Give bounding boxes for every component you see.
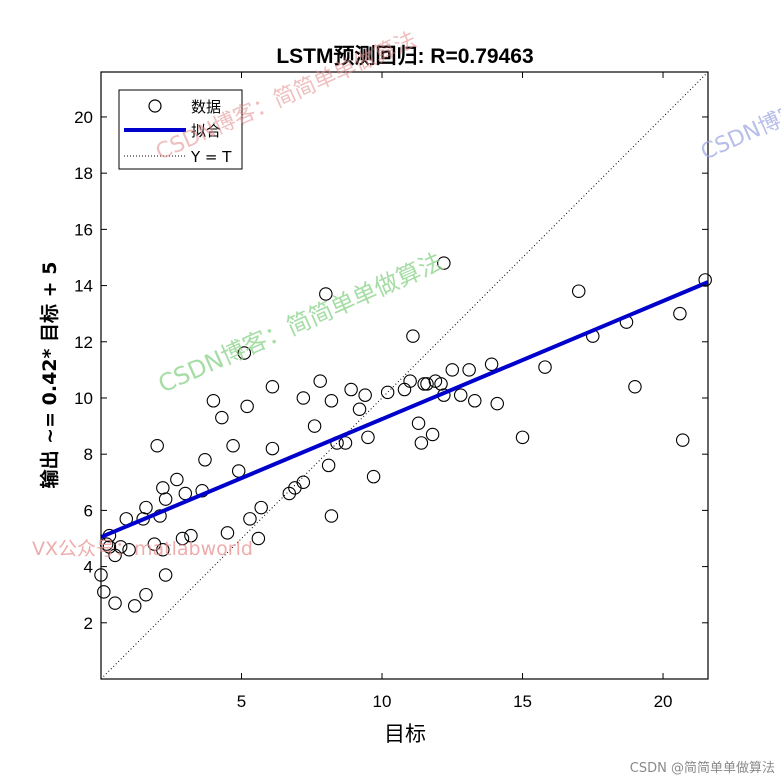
- data-point: [414, 436, 429, 450]
- data-point: [127, 599, 142, 613]
- y-tick-label: 20: [74, 108, 93, 127]
- data-point: [324, 509, 339, 523]
- x-tick-label: 20: [654, 692, 673, 711]
- data-point: [122, 542, 136, 557]
- y-tick-label: 6: [84, 501, 93, 520]
- data-point: [468, 394, 482, 408]
- data-point: [198, 453, 212, 467]
- data-point: [484, 357, 499, 372]
- plot-marks: [94, 71, 712, 680]
- data-point: [215, 410, 229, 425]
- legend-label-data: 数据: [191, 98, 221, 116]
- x-axis-label: 目标: [384, 722, 426, 746]
- x-tick-label: 5: [237, 692, 246, 711]
- data-point: [206, 394, 221, 408]
- data-point: [313, 374, 327, 388]
- data-point: [254, 500, 268, 515]
- data-point: [358, 388, 372, 402]
- watermark-text: CSDN博客：简简单单做算法: [697, 28, 781, 166]
- data-point: [158, 492, 173, 506]
- data-point: [406, 329, 420, 343]
- data-point: [425, 427, 440, 442]
- data-point: [380, 385, 395, 400]
- data-point: [673, 306, 687, 321]
- data-point: [240, 399, 254, 414]
- data-point: [220, 526, 235, 540]
- data-point: [462, 363, 476, 377]
- data-point: [437, 256, 451, 270]
- y-tick-label: 10: [74, 389, 93, 408]
- data-point: [698, 273, 712, 287]
- y-tick-label: 14: [74, 277, 93, 296]
- y-tick-label: 2: [84, 614, 93, 633]
- axis-ticks: 5 10 15 20 2 4 6 8 10 12 14 16 18 20: [74, 72, 708, 711]
- data-point: [628, 379, 642, 394]
- data-point: [226, 439, 240, 453]
- data-point: [184, 528, 198, 543]
- data-point: [420, 377, 434, 391]
- legend-label-identity: Y = T: [190, 148, 232, 166]
- data-point: [361, 430, 375, 445]
- data-point: [352, 402, 367, 416]
- data-point: [156, 542, 170, 557]
- legend-label-fit: 拟合: [191, 122, 221, 140]
- fit-line: [100, 280, 709, 539]
- data-point: [490, 396, 504, 411]
- data-point: [538, 360, 552, 374]
- data-point: [282, 486, 297, 501]
- data-point: [445, 363, 460, 377]
- footer-credit: CSDN @简简单单做算法: [630, 760, 775, 776]
- chart-title: LSTM预测回归: R=0.79463: [276, 45, 533, 68]
- data-point: [307, 419, 322, 433]
- data-point: [108, 596, 122, 610]
- data-point: [324, 394, 339, 408]
- data-point: [265, 379, 280, 394]
- data-point: [97, 585, 111, 599]
- data-point: [158, 568, 173, 582]
- y-tick-label: 12: [74, 333, 93, 352]
- data-point: [453, 388, 468, 402]
- data-point: [296, 475, 311, 490]
- data-point: [170, 472, 184, 487]
- y-tick-label: 4: [84, 558, 93, 577]
- legend-marker-icon: [148, 99, 162, 113]
- data-point: [338, 436, 353, 450]
- data-point: [321, 458, 336, 473]
- data-point: [139, 587, 153, 602]
- data-point: [344, 382, 358, 397]
- y-tick-label: 18: [74, 164, 93, 183]
- x-tick-label: 10: [373, 692, 392, 711]
- y-axis-label: 输出 ~= 0.42* 目标 + 5: [38, 262, 61, 489]
- data-point: [319, 287, 333, 301]
- data-point: [113, 540, 128, 554]
- plot-frame: [100, 71, 709, 680]
- y-tick-label: 8: [84, 445, 93, 464]
- data-point: [175, 531, 190, 546]
- x-tick-label: 15: [513, 692, 532, 711]
- plot-area: [101, 72, 708, 679]
- data-point: [403, 374, 417, 388]
- data-point: [243, 512, 257, 526]
- y-tick-label: 16: [74, 220, 93, 239]
- data-point: [237, 346, 252, 360]
- data-point: [411, 416, 426, 431]
- data-point: [366, 469, 381, 484]
- data-point: [251, 531, 266, 546]
- data-point: [150, 439, 164, 453]
- data-point: [515, 430, 530, 445]
- data-point: [139, 500, 153, 515]
- data-point: [265, 441, 280, 456]
- watermark-text: VX公众号：matlabworld: [32, 538, 253, 560]
- data-point: [675, 433, 690, 447]
- legend: 数据 拟合 Y = T: [118, 89, 243, 170]
- data-point: [296, 391, 311, 405]
- data-point: [571, 284, 586, 298]
